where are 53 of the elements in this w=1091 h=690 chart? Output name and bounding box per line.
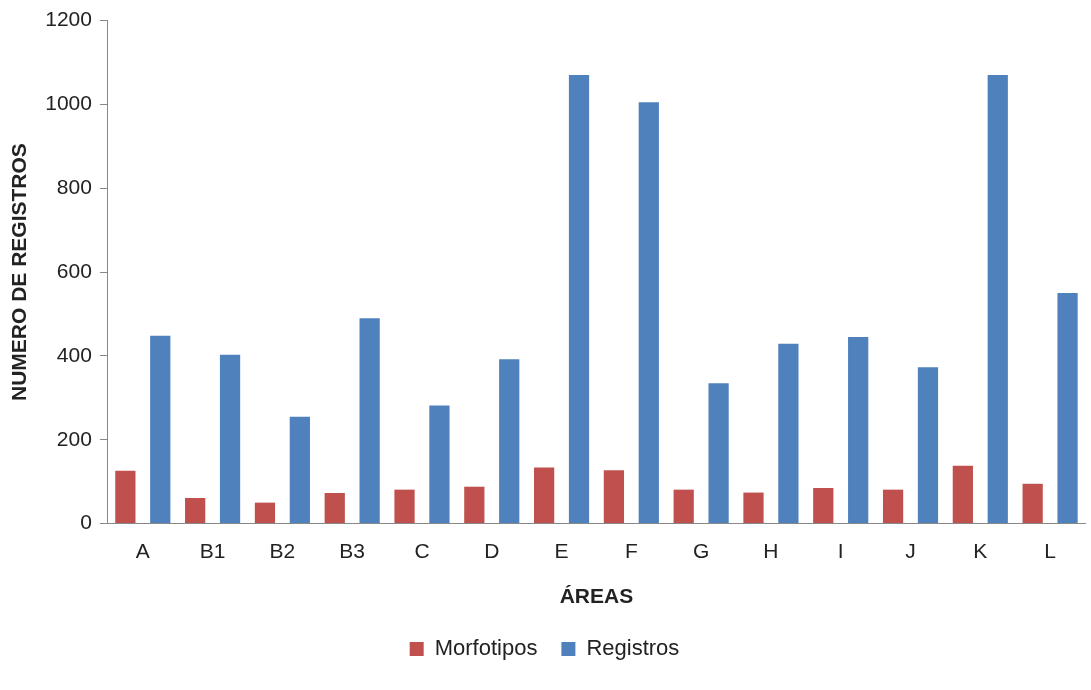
x-tick-label: F [624, 539, 638, 562]
x-tick-label: L [1044, 539, 1056, 562]
y-tick-label: 600 [56, 258, 92, 282]
y-tick-label: 400 [56, 342, 92, 366]
bar [289, 416, 310, 524]
x-tick-label: G [692, 539, 710, 562]
bar [324, 493, 345, 524]
bar [882, 489, 904, 524]
bar [638, 102, 659, 524]
x-tick-label: J [905, 539, 916, 562]
x-tick-label: H [763, 539, 779, 562]
bar [219, 354, 241, 524]
x-tick-label: B3 [339, 539, 366, 562]
y-tick-label: 1200 [45, 7, 92, 31]
bar [185, 498, 206, 524]
bar [987, 75, 1008, 524]
bar [603, 470, 625, 524]
y-tick-label: 200 [56, 426, 92, 450]
x-tick-label: A [135, 539, 150, 562]
bar [499, 359, 520, 524]
x-tick-label: E [554, 539, 569, 562]
bar [464, 486, 485, 524]
legend-label: Registros [586, 635, 680, 661]
legend-label: Morfotipos [434, 635, 538, 661]
bar [917, 367, 939, 524]
x-tick-label: B2 [269, 539, 296, 562]
y-tick-label: 0 [80, 510, 92, 534]
bar [848, 337, 869, 524]
bar [673, 489, 694, 524]
bar [708, 383, 729, 524]
x-tick-label: D [484, 539, 500, 562]
bar [534, 467, 555, 524]
y-tick-label: 1000 [45, 91, 92, 115]
x-tick-label: K [973, 539, 988, 562]
y-axis-title: NUMERO DE REGISTROS [7, 143, 31, 402]
bar [429, 405, 450, 524]
bar [1022, 483, 1043, 524]
x-tick-label: C [414, 539, 430, 562]
bar [1057, 293, 1078, 524]
x-tick-label: B1 [199, 539, 226, 562]
bar [115, 470, 136, 524]
bar [359, 318, 380, 524]
bar [254, 502, 276, 524]
bar [568, 75, 590, 524]
y-tick-label: 800 [56, 175, 92, 199]
bar [813, 487, 834, 524]
bar [952, 465, 973, 524]
bar [394, 489, 415, 524]
x-axis-title: ÁREAS [559, 584, 634, 608]
x-tick-label: I [837, 539, 844, 562]
bar [150, 335, 171, 524]
bar [778, 343, 799, 524]
bar [743, 492, 764, 524]
